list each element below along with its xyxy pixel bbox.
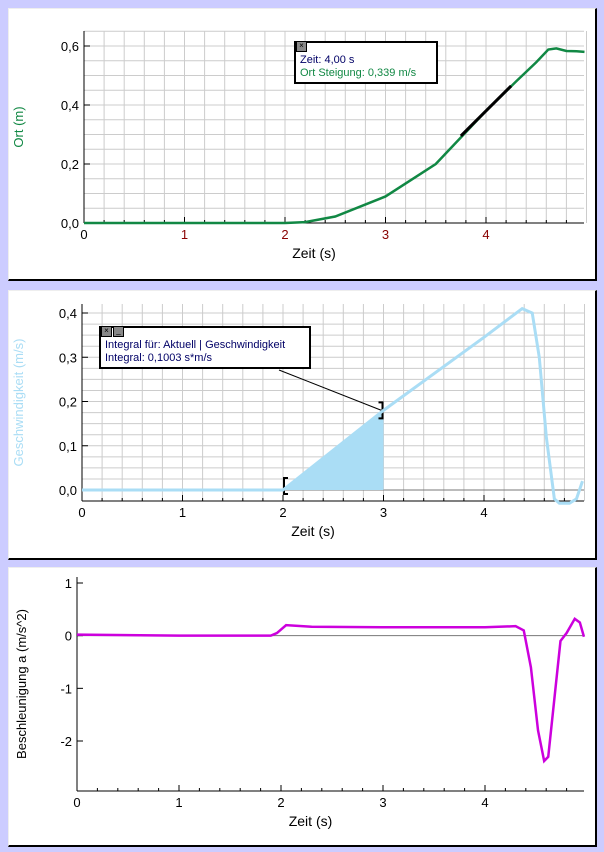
x-tick-label: 2 xyxy=(281,227,288,242)
x-tick-label: 1 xyxy=(179,505,186,520)
y-axis-label: Geschwindigkeit (m/s) xyxy=(11,339,26,467)
y-axis-label: Ort (m) xyxy=(11,106,26,147)
data-series xyxy=(82,306,584,505)
x-axis-label: Zeit (s) xyxy=(289,813,333,829)
x-tick-label: 3 xyxy=(382,227,389,242)
y-tick-label: 0,2 xyxy=(59,395,77,410)
annotation-leader-line xyxy=(278,369,382,411)
x-tick-label: 0 xyxy=(80,227,87,242)
y-tick-label: 0,4 xyxy=(61,98,79,113)
x-tick-label: 2 xyxy=(277,795,284,810)
integral-annotation[interactable]: × _ Integral für: Aktuell | Geschwindigk… xyxy=(99,326,311,369)
x-tick-label: 3 xyxy=(380,505,387,520)
x-tick-label: 4 xyxy=(480,505,487,520)
y-tick-label: 0 xyxy=(65,629,72,644)
annotation-slope: Ort Steigung: 0,339 m/s xyxy=(300,67,417,79)
data-series xyxy=(76,616,586,764)
x-tick-label: 4 xyxy=(481,795,488,810)
tangent-line xyxy=(459,84,513,137)
x-tick-label: 0 xyxy=(73,795,80,810)
acceleration-panel: 0 1 2 3 4 1 0 -1 -2 Zeit (s) Beschleunigung a (m/s… xyxy=(8,567,597,847)
y-tick-label: 0,1 xyxy=(59,439,77,454)
y-tick-label: -1 xyxy=(60,681,72,696)
y-tick-label: 0,0 xyxy=(59,483,77,498)
integral-value: Integral: 0,1003 s*m/s xyxy=(105,352,213,364)
position-panel: 0 1 2 3 4 0,0 0,2 0,4 0,6 Zeit (s) Ort (m) × Zeit:… xyxy=(8,8,597,281)
close-icon[interactable]: × xyxy=(296,41,307,52)
y-tick-label: 0,2 xyxy=(61,157,79,172)
acceleration-chart[interactable]: 0 1 2 3 4 1 0 -1 -2 Zeit (s) Beschleunigung a (m/s… xyxy=(9,568,595,845)
y-tick-label: 1 xyxy=(65,576,72,591)
x-tick-label: 0 xyxy=(78,505,85,520)
y-tick-label: 0,3 xyxy=(59,350,77,365)
x-tick-label: 3 xyxy=(379,795,386,810)
x-tick-label: 2 xyxy=(279,505,286,520)
integral-label: Integral für: Aktuell | Geschwindigkeit xyxy=(105,339,286,351)
minimize-icon[interactable]: _ xyxy=(113,326,124,337)
velocity-chart[interactable]: 0 1 2 3 4 0,0 0,1 0,2 0,3 0,4 Zeit (s) Geschwindigk… xyxy=(9,291,595,558)
x-tick-label: 1 xyxy=(175,795,182,810)
y-tick-label: 0,0 xyxy=(61,216,79,231)
tangent-annotation[interactable]: × Zeit: 4,00 s Ort Steigung: 0,339 m/s xyxy=(294,41,438,84)
close-icon[interactable]: × xyxy=(101,326,112,337)
integral-start-bracket xyxy=(283,477,288,495)
x-tick-label: 4 xyxy=(482,227,489,242)
y-tick-label: -2 xyxy=(60,734,72,749)
y-tick-label: 0,6 xyxy=(61,39,79,54)
x-tick-label: 1 xyxy=(181,227,188,242)
y-tick-label: 0,4 xyxy=(59,306,77,321)
annotation-time: Zeit: 4,00 s xyxy=(300,54,355,66)
x-axis-label: Zeit (s) xyxy=(291,523,335,539)
velocity-panel: 0 1 2 3 4 0,0 0,1 0,2 0,3 0,4 Zeit (s) Geschwindigk… xyxy=(8,290,597,560)
y-axis-label: Beschleunigung a (m/s^2) xyxy=(14,609,29,759)
x-axis-label: Zeit (s) xyxy=(292,245,336,261)
